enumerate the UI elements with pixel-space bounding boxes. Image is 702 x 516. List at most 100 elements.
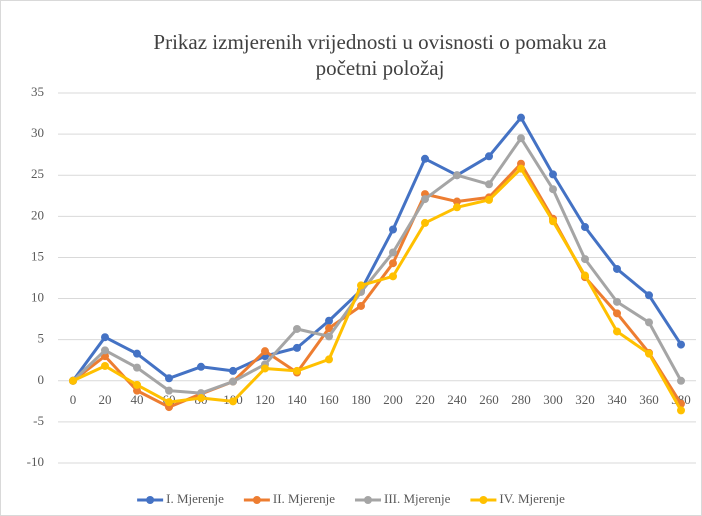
data-point — [613, 327, 621, 336]
data-point — [517, 134, 525, 143]
legend-marker — [363, 496, 372, 504]
data-point — [165, 386, 173, 395]
data-point — [421, 218, 429, 227]
data-point — [325, 324, 333, 333]
data-point — [325, 316, 333, 325]
x-tick-label: 140 — [287, 392, 307, 407]
data-point — [101, 346, 109, 355]
series-line — [71, 116, 683, 382]
data-point — [261, 364, 269, 373]
data-point — [677, 340, 685, 349]
data-point — [69, 376, 77, 385]
x-tick-label: 180 — [351, 392, 371, 407]
data-point — [485, 180, 493, 189]
data-point — [645, 291, 653, 300]
data-point — [677, 376, 685, 385]
x-tick-label: 340 — [607, 392, 627, 407]
x-tick-label: 220 — [415, 392, 435, 407]
legend-label: II. Mjerenje — [273, 491, 335, 506]
series-line — [72, 167, 683, 412]
legend-label: I. Mjerenje — [166, 491, 224, 506]
data-point — [581, 271, 589, 280]
data-point — [453, 203, 461, 212]
data-point — [197, 394, 205, 403]
data-point — [261, 347, 269, 356]
legend: I. Mjerenje II. Mjerenje III. Mjerenje IV. … — [137, 491, 565, 506]
data-point — [293, 343, 301, 352]
data-point — [613, 264, 621, 273]
data-point — [165, 374, 173, 383]
x-tick-label: 0 — [70, 392, 77, 407]
data-point — [581, 223, 589, 232]
legend-marker — [479, 496, 488, 504]
data-point — [549, 185, 557, 194]
y-tick-label: 15 — [31, 248, 44, 263]
legend-marker — [146, 496, 155, 504]
x-tick-label: 40 — [131, 392, 144, 407]
data-point — [389, 248, 397, 257]
x-tick-label: 260 — [479, 392, 499, 407]
legend-label: III. Mjerenje — [384, 491, 451, 506]
data-point — [389, 225, 397, 234]
y-tick-label: 30 — [31, 125, 44, 140]
data-point — [517, 113, 525, 122]
y-tick-label: -5 — [33, 413, 44, 428]
x-tick-label: 240 — [447, 392, 467, 407]
data-point — [517, 164, 525, 173]
y-tick-label: -10 — [27, 454, 44, 469]
x-tick-label: 120 — [255, 392, 275, 407]
chart-title: početni položaj — [316, 56, 445, 80]
x-tick-label: 200 — [383, 392, 403, 407]
data-point — [325, 355, 333, 364]
data-point — [389, 272, 397, 281]
x-tick-label: 160 — [319, 392, 339, 407]
data-point — [485, 152, 493, 161]
data-point — [229, 366, 237, 375]
data-point — [645, 349, 653, 358]
data-point — [549, 217, 557, 226]
y-tick-label: 0 — [38, 372, 45, 387]
data-point — [389, 259, 397, 268]
data-point — [485, 195, 493, 204]
data-point — [549, 170, 557, 179]
y-tick-label: 20 — [31, 207, 44, 222]
data-point — [613, 297, 621, 306]
data-point — [133, 363, 141, 372]
data-point — [645, 318, 653, 327]
data-point — [293, 366, 301, 375]
data-point — [453, 171, 461, 180]
data-point — [421, 154, 429, 163]
x-tick-label: 320 — [575, 392, 595, 407]
y-tick-label: 35 — [31, 84, 44, 99]
legend-marker — [252, 496, 261, 504]
x-tick-label: 300 — [543, 392, 563, 407]
data-point — [197, 362, 205, 371]
x-tick-label: 20 — [99, 392, 112, 407]
data-point — [677, 406, 685, 415]
y-tick-label: 25 — [31, 166, 44, 181]
data-point — [357, 281, 365, 290]
y-tick-label: 5 — [38, 331, 45, 346]
data-point — [293, 324, 301, 333]
data-point — [581, 255, 589, 264]
data-point — [613, 309, 621, 318]
data-point — [229, 377, 237, 386]
y-tick-label: 10 — [31, 290, 44, 305]
legend-label: IV. Mjerenje — [499, 491, 565, 506]
data-point — [101, 333, 109, 342]
data-point — [133, 386, 141, 395]
chart-title: Prikaz izmjerenih vrijednosti u ovisnost… — [153, 30, 607, 54]
x-tick-label: 280 — [511, 392, 531, 407]
data-point — [325, 332, 333, 341]
data-point — [101, 361, 109, 370]
data-point — [421, 195, 429, 204]
data-point — [133, 349, 141, 358]
data-point — [229, 397, 237, 406]
series-line — [71, 136, 683, 395]
data-point — [133, 380, 141, 389]
x-tick-label: 360 — [639, 392, 659, 407]
data-point — [165, 398, 173, 407]
data-point — [357, 301, 365, 310]
data-point — [453, 197, 461, 206]
